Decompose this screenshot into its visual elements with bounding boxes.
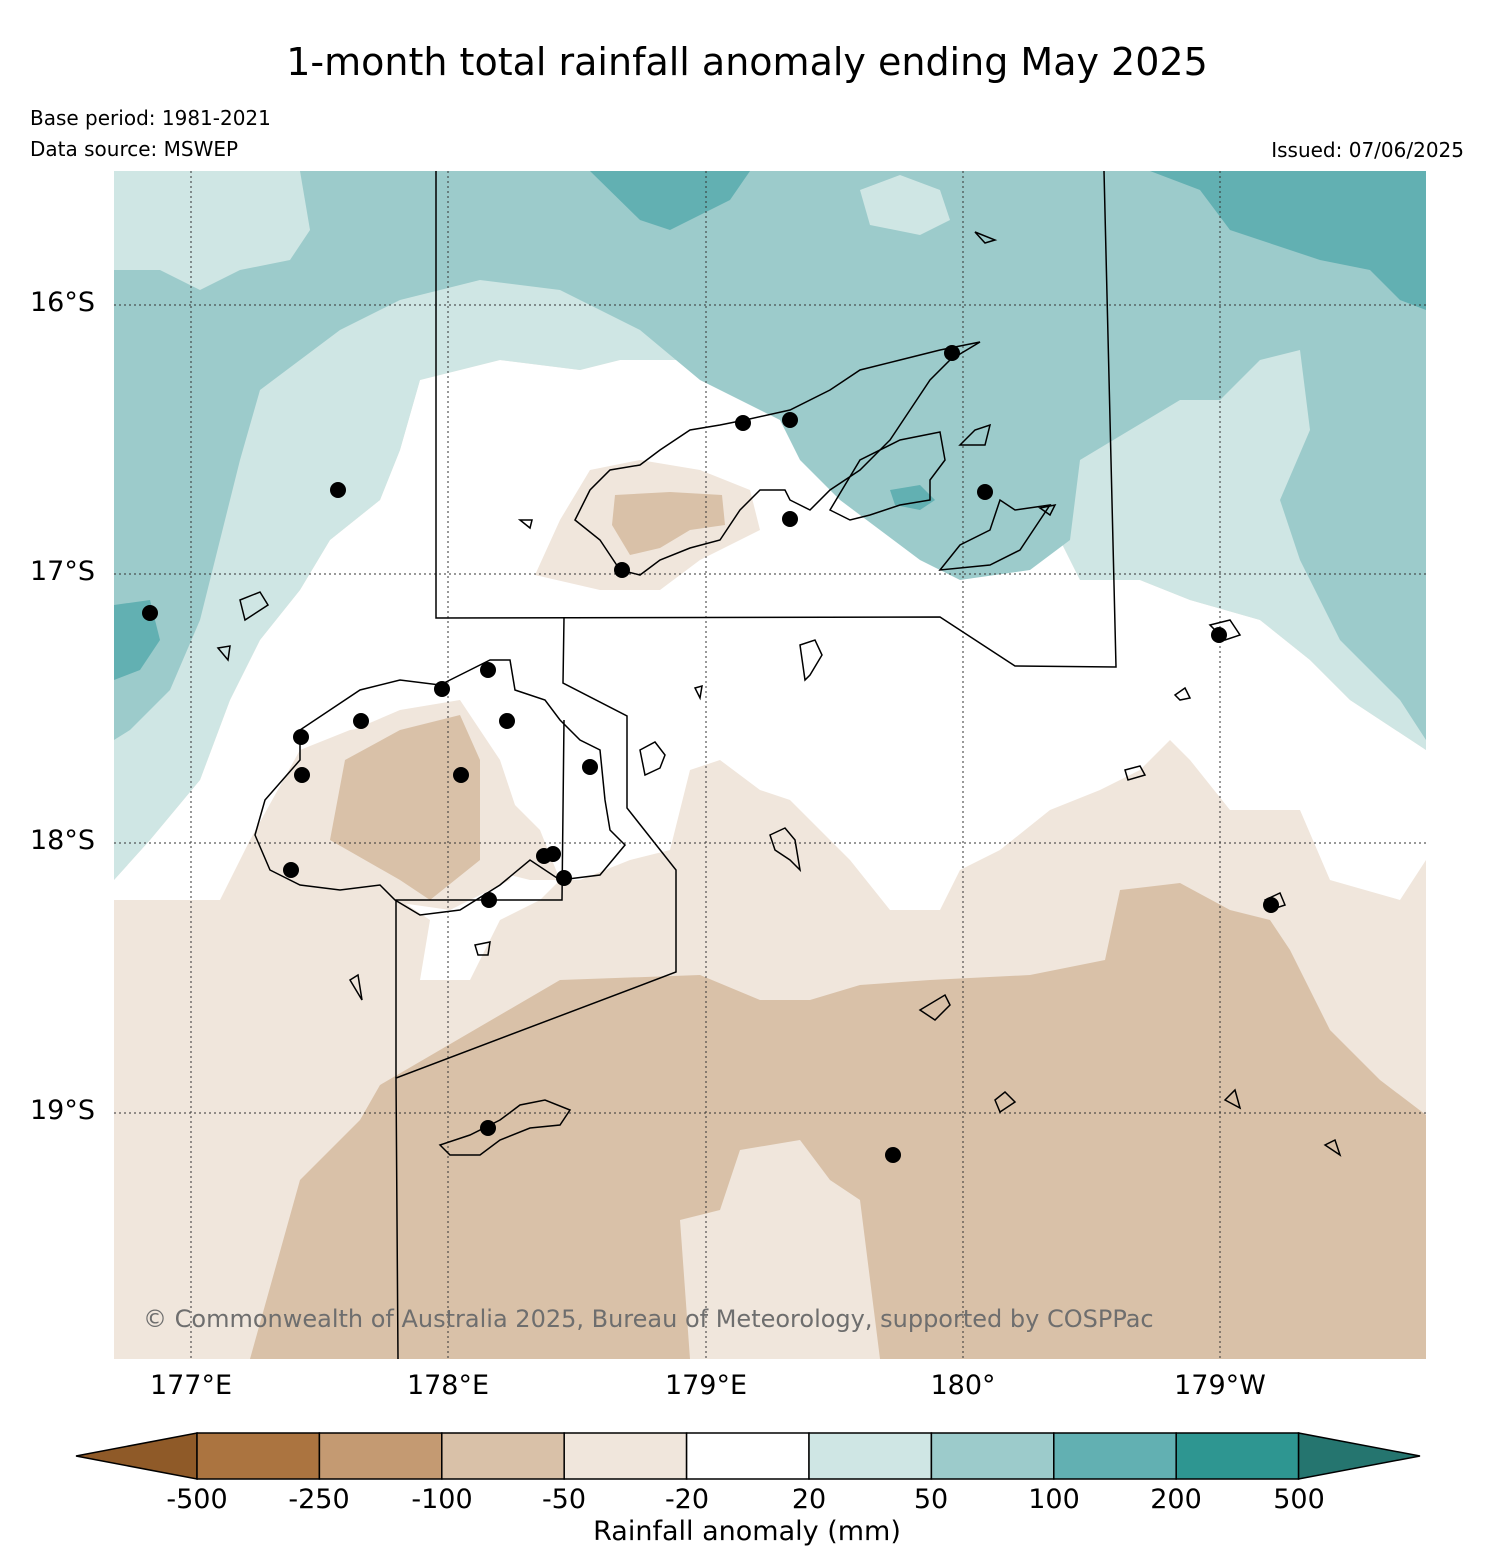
lat-label-19s: 19°S — [30, 1095, 95, 1126]
anomaly-dry-band-south — [250, 883, 1426, 1359]
lon-label-179w: 179°W — [1174, 1370, 1266, 1401]
colorbar-tick: 100 — [1028, 1484, 1080, 1515]
lon-label-177e: 177°E — [149, 1370, 233, 1401]
anomaly-wet-light-north — [114, 171, 310, 290]
map-title: 1-month total rainfall anomaly ending Ma… — [286, 40, 1208, 84]
colorbar — [75, 1432, 1421, 1480]
coastlines — [216, 231, 1342, 1157]
colorbar-extend-low — [75, 1432, 198, 1480]
anomaly-wet-strong-ne — [1150, 171, 1426, 310]
lon-label-178e: 178°E — [406, 1370, 490, 1401]
colorbar-tick: -250 — [288, 1484, 350, 1515]
anomaly-wet-light-north-2 — [860, 175, 950, 235]
colorbar-tick: -50 — [541, 1484, 587, 1515]
anomaly-wet-strong-spot — [890, 485, 935, 510]
colorbar-tick: -100 — [411, 1484, 473, 1515]
east-island-coast — [938, 498, 1052, 571]
kadavu-coast — [438, 1099, 572, 1156]
qamea-coast — [958, 423, 992, 446]
lat-label-17s: 17°S — [30, 556, 95, 587]
colorbar-title: Rainfall anomaly (mm) — [593, 1516, 901, 1547]
colorbar-tick: 200 — [1150, 1484, 1202, 1515]
viti-levu-coast — [254, 659, 627, 916]
issued-date: Issued: 07/06/2025 — [1271, 138, 1464, 162]
anomaly-wet-strong-n — [590, 171, 750, 230]
taveuni-coast — [828, 431, 946, 521]
copyright-notice: © Commonwealth of Australia 2025, Bureau… — [143, 1305, 1154, 1333]
colorbar-tick: 50 — [913, 1484, 949, 1515]
colorbar-tick: -20 — [664, 1484, 710, 1515]
anomaly-neutral-zone — [114, 360, 1426, 980]
lon-label-180: 180° — [930, 1370, 996, 1401]
lon-label-179e: 179°E — [664, 1370, 748, 1401]
colorbar-tick: 20 — [791, 1484, 827, 1515]
data-source: Data source: MSWEP — [30, 137, 239, 161]
lat-label-18s: 18°S — [30, 825, 95, 856]
station-markers — [142, 345, 1279, 1163]
anomaly-dry-north-core — [612, 492, 725, 555]
graticule — [114, 171, 1426, 1359]
anomaly-wet-medium-band — [114, 171, 1426, 740]
vanua-levu-coast — [574, 341, 981, 576]
colorbar-extend-high — [1297, 1432, 1421, 1480]
anomaly-dry-west-core — [330, 715, 480, 900]
lat-label-16s: 16°S — [30, 287, 95, 318]
map-area — [114, 171, 1426, 1359]
base-period: Base period: 1981-2021 — [30, 106, 271, 130]
anomaly-dry-tongue — [680, 1140, 880, 1359]
division-boundaries — [395, 171, 1117, 1359]
colorbar-tick: -500 — [166, 1484, 228, 1515]
colorbar-tick: 500 — [1273, 1484, 1325, 1515]
